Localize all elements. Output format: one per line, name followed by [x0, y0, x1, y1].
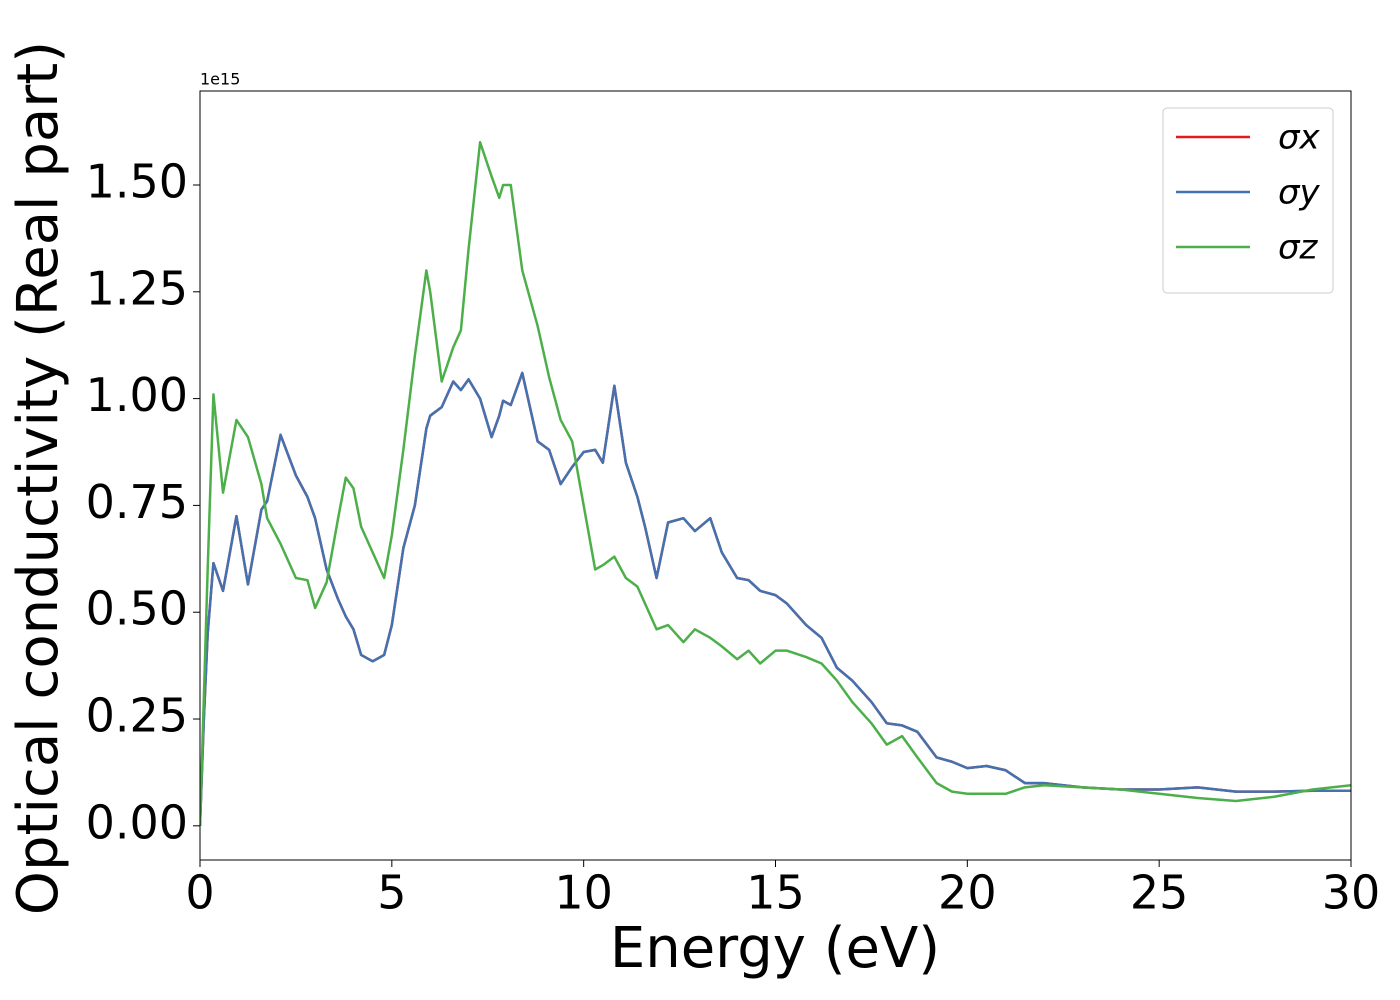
y-tick-label: 0.50 [86, 582, 188, 636]
offset-label: 1e15 [200, 70, 240, 89]
x-tick-label: 0 [185, 866, 214, 920]
y-axis-label: Optical conductivity (Real part) [6, 41, 71, 915]
series-line [200, 371, 1351, 826]
x-tick-label: 25 [1130, 866, 1189, 920]
legend-label: σz [1278, 228, 1319, 268]
series-line [200, 371, 1351, 826]
x-tick-label: 30 [1322, 866, 1381, 920]
y-tick-label: 0.00 [86, 795, 188, 849]
x-tick-label: 5 [377, 866, 406, 920]
x-tick-label: 15 [746, 866, 805, 920]
plot-frame [199, 90, 1352, 861]
x-axis-label: Energy (eV) [610, 916, 940, 981]
x-tick-label: 10 [554, 866, 613, 920]
y-tick-label: 1.00 [86, 368, 188, 422]
y-tick-label: 0.25 [86, 689, 188, 743]
series-line [200, 141, 1351, 826]
y-tick-label: 1.50 [86, 154, 188, 208]
legend-label: σx [1278, 118, 1321, 158]
x-tick-label: 20 [938, 866, 997, 920]
y-tick-label: 1.25 [86, 261, 188, 315]
y-tick-label: 0.75 [86, 475, 188, 529]
legend-label: σy [1278, 173, 1321, 213]
